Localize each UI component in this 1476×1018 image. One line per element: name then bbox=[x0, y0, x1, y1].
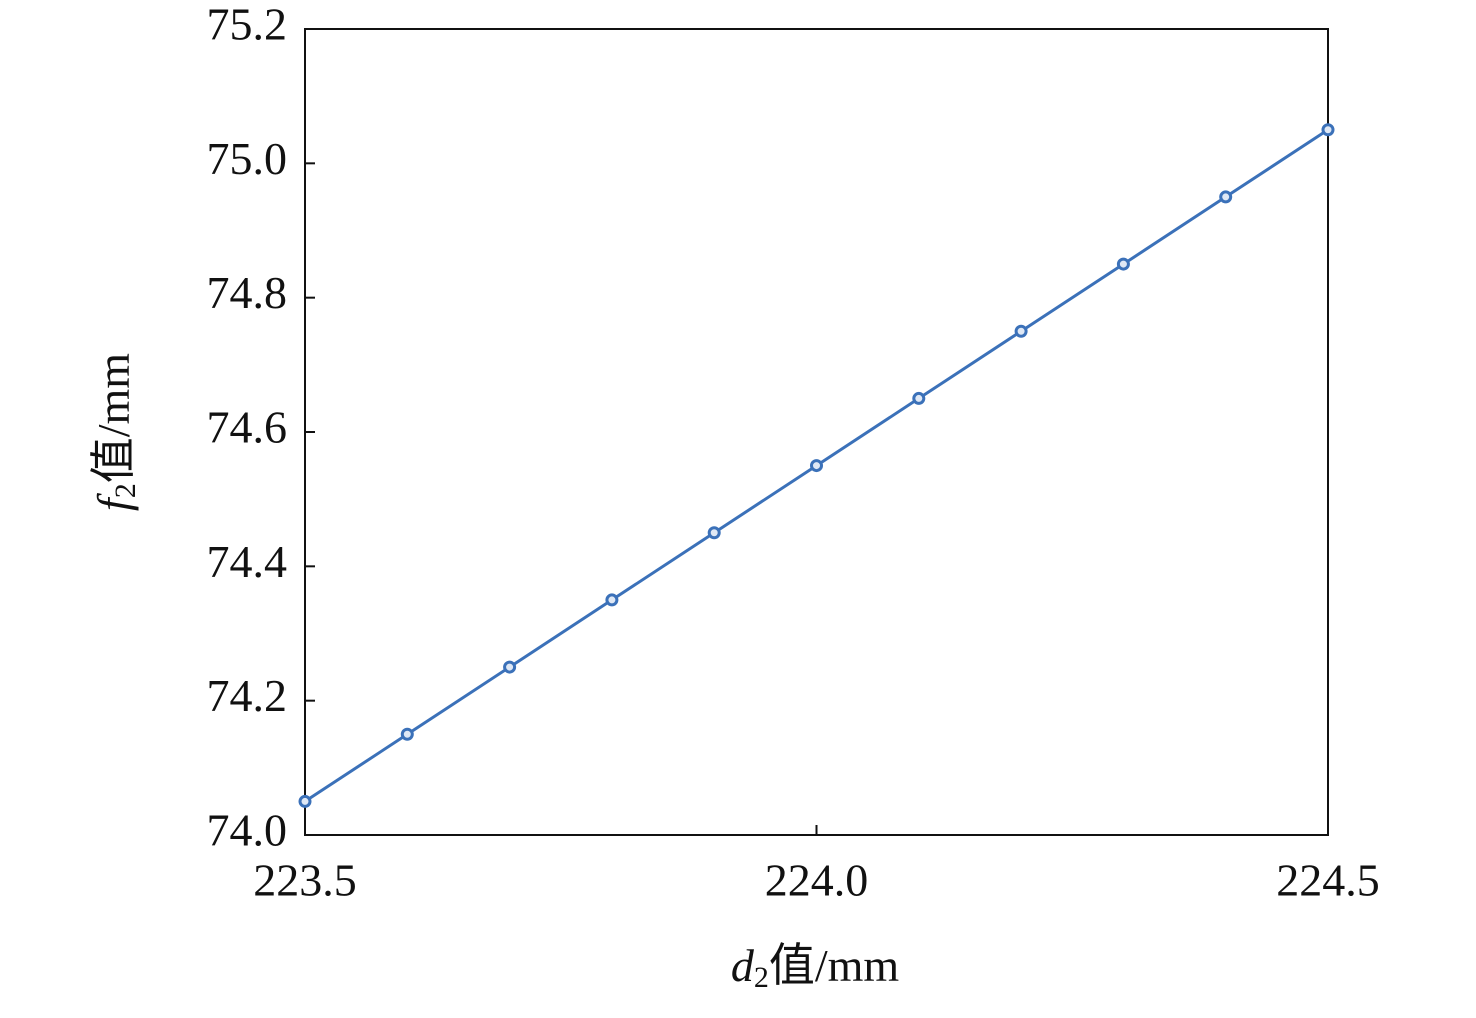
plot-frame bbox=[304, 28, 1329, 836]
y-label-sub: 2 bbox=[109, 483, 142, 498]
y-label-unit: 值/mm bbox=[88, 353, 139, 484]
x-tick-label: 224.0 bbox=[765, 855, 869, 906]
y-tick-label: 74.0 bbox=[207, 805, 288, 856]
y-tick-label: 74.4 bbox=[207, 536, 288, 587]
data-marker bbox=[1321, 123, 1335, 137]
data-marker bbox=[1014, 324, 1028, 338]
data-marker bbox=[707, 526, 721, 540]
data-marker bbox=[1219, 190, 1233, 204]
x-axis-label: d2值/mm bbox=[731, 940, 900, 994]
data-marker bbox=[605, 593, 619, 607]
x-tick-label: 223.5 bbox=[253, 855, 357, 906]
x-tick-label: 224.5 bbox=[1276, 855, 1380, 906]
data-marker bbox=[1116, 257, 1130, 271]
data-marker bbox=[503, 660, 517, 674]
data-marker bbox=[400, 727, 414, 741]
data-marker bbox=[298, 794, 312, 808]
data-marker bbox=[912, 391, 926, 405]
y-tick-label: 74.6 bbox=[207, 402, 288, 453]
x-label-var: d bbox=[731, 940, 755, 991]
x-label-unit: 值/mm bbox=[769, 940, 900, 991]
data-marker bbox=[810, 459, 823, 473]
x-label-sub: 2 bbox=[754, 961, 769, 994]
y-tick-label: 75.2 bbox=[207, 0, 288, 50]
y-tick-label: 75.0 bbox=[207, 133, 288, 184]
y-axis-label: f2值/mm bbox=[88, 353, 142, 511]
y-tick-label: 74.2 bbox=[207, 670, 288, 721]
y-tick-label: 74.8 bbox=[207, 267, 288, 318]
